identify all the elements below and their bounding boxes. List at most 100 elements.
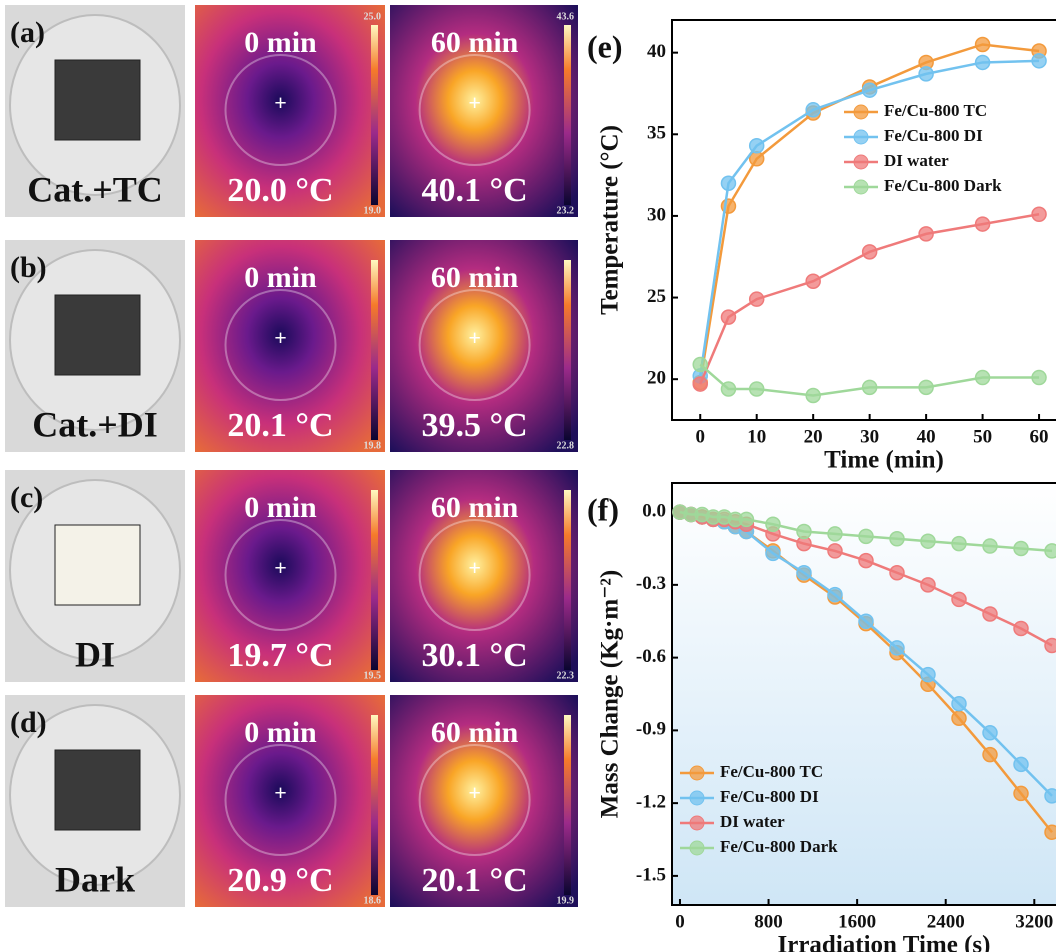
x-tick-label: 40: [917, 426, 936, 447]
color-scale: [564, 715, 571, 895]
y-tick-label: 40: [647, 41, 666, 62]
scale-min: 19.0: [364, 205, 382, 216]
y-tick-label: 30: [647, 204, 666, 225]
thermal-image: [195, 470, 385, 682]
thermal-image: [195, 695, 385, 907]
color-scale: [371, 260, 378, 440]
legend-marker: [689, 790, 705, 806]
data-point: [861, 244, 878, 260]
temperature-label: 30.1 °C: [422, 637, 528, 674]
photo-sample: [54, 59, 141, 141]
data-point: [889, 640, 905, 656]
data-point: [1031, 369, 1047, 386]
data-point: [720, 309, 737, 325]
color-scale: [564, 25, 571, 205]
data-point: [1044, 637, 1056, 654]
plot-frame: [671, 19, 1056, 421]
data-point: [1044, 543, 1056, 559]
legend-label: Fe/Cu-800 Dark: [884, 176, 1002, 195]
time-label: 60 min: [431, 491, 519, 524]
data-point: [765, 516, 781, 532]
scale-min: 19.5: [364, 670, 382, 681]
scale-max: 43.6: [557, 11, 575, 22]
y-tick-label: 20: [647, 368, 666, 389]
x-tick-label: 50: [973, 426, 992, 447]
data-point: [920, 666, 936, 683]
y-tick-label: 25: [647, 286, 666, 307]
data-point: [796, 523, 812, 540]
photo-caption: Cat.+TC: [27, 169, 163, 209]
data-point: [720, 381, 737, 397]
crosshair: +: [274, 780, 287, 805]
thermal-image: [390, 470, 578, 682]
data-point: [982, 725, 998, 741]
y-tick-label: 35: [647, 123, 666, 144]
color-scale: [371, 490, 378, 670]
x-tick-label: 3200: [1015, 911, 1053, 932]
legend-marker: [853, 129, 869, 145]
data-point: [1044, 788, 1056, 804]
scale-min: 18.6: [364, 895, 382, 906]
thermal-dish: [418, 519, 531, 631]
panel-label: (c): [10, 481, 43, 514]
data-point: [920, 577, 936, 593]
crosshair: +: [274, 325, 287, 350]
time-label: 0 min: [244, 261, 317, 294]
data-point: [1013, 785, 1029, 802]
thermal-dish: [418, 289, 531, 401]
x-tick-label: 10: [747, 426, 766, 447]
photo-sample: [54, 294, 141, 376]
data-point: [827, 526, 843, 542]
crosshair: +: [274, 90, 287, 115]
data-point: [805, 387, 821, 404]
data-point: [748, 137, 765, 154]
legend-marker: [689, 765, 705, 781]
data-point: [974, 369, 991, 386]
plot-frame: [671, 482, 1056, 906]
x-tick-label: 2400: [927, 911, 965, 932]
photo-caption: Cat.+DI: [32, 404, 158, 444]
data-point: [951, 695, 967, 712]
scale-min: 23.2: [557, 205, 575, 216]
scale-max: 25.0: [364, 11, 382, 22]
data-point: [982, 538, 998, 554]
legend-marker: [853, 104, 869, 120]
data-point: [861, 82, 878, 98]
data-point: [765, 545, 781, 562]
thermal-dish: [224, 289, 337, 401]
temperature-label: 20.9 °C: [227, 862, 333, 899]
x-axis-title: Time (min): [824, 447, 944, 474]
y-axis-title: Temperature (°C): [597, 125, 624, 315]
x-tick-label: 60: [1030, 426, 1049, 447]
y-axis-title: Mass Change (Kg·m⁻²): [597, 570, 624, 818]
crosshair: +: [274, 555, 287, 580]
time-label: 60 min: [431, 261, 519, 294]
time-label: 60 min: [431, 26, 519, 59]
data-point: [982, 746, 998, 763]
legend-label: DI water: [884, 151, 949, 170]
x-tick-label: 30: [860, 426, 879, 447]
scale-min: 22.3: [557, 670, 575, 681]
data-point: [1013, 620, 1029, 637]
thermal-image: [390, 5, 578, 217]
time-label: 60 min: [431, 716, 519, 749]
y-tick-label: -1.5: [636, 864, 666, 885]
data-point: [827, 586, 843, 603]
data-point: [982, 606, 998, 622]
scale-min: 22.8: [557, 440, 575, 451]
legend-marker: [689, 815, 705, 831]
photo-caption: Dark: [55, 859, 135, 899]
legend-marker: [689, 840, 705, 856]
crosshair: +: [468, 555, 481, 580]
data-point: [1031, 53, 1047, 69]
data-point: [805, 273, 821, 289]
temperature-label: 40.1 °C: [422, 172, 528, 209]
data-point: [858, 528, 874, 545]
panel-label: (b): [10, 251, 47, 284]
data-point: [889, 531, 905, 547]
thermal-image: [195, 240, 385, 452]
data-point: [827, 543, 843, 559]
thermal-image: [390, 240, 578, 452]
legend-label: Fe/Cu-800 TC: [720, 762, 823, 781]
